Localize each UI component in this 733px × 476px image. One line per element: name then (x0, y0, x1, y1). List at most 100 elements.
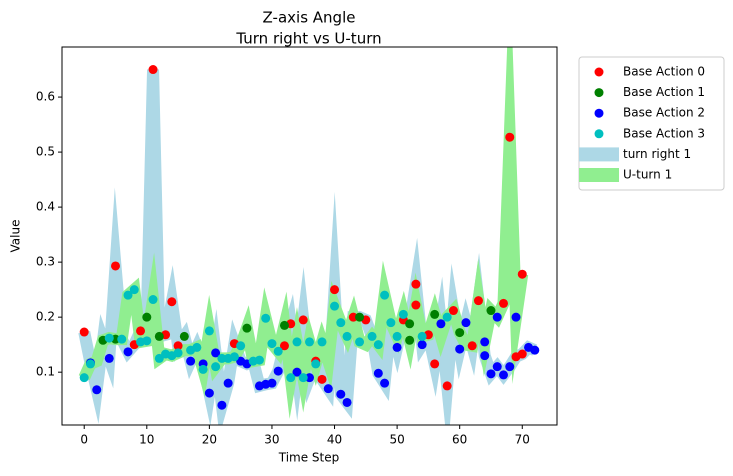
point (373, 340, 383, 350)
point (85, 359, 95, 369)
point (373, 368, 383, 378)
point (173, 348, 183, 358)
point (417, 331, 427, 341)
point (123, 347, 133, 357)
point (273, 366, 283, 376)
point (204, 326, 214, 336)
x-tick-label: 10 (139, 433, 154, 447)
legend-label: Base Action 2 (623, 106, 705, 120)
point (511, 312, 521, 322)
point (480, 337, 490, 347)
point (311, 359, 321, 369)
point (442, 381, 452, 391)
point (305, 337, 314, 347)
point (261, 313, 271, 323)
point (136, 326, 146, 336)
point (392, 342, 402, 352)
point (92, 385, 102, 395)
x-axis-label: Time Step (278, 451, 340, 465)
legend-marker (594, 67, 604, 77)
point (254, 355, 264, 365)
x-tick-label: 50 (389, 433, 404, 447)
y-axis-label: Value (9, 220, 23, 253)
point (79, 373, 89, 383)
point (486, 306, 496, 316)
point (461, 318, 471, 328)
legend-label: Base Action 1 (623, 85, 705, 99)
point (448, 306, 458, 316)
point (492, 312, 502, 322)
point (204, 388, 214, 398)
x-tick-label: 0 (80, 433, 88, 447)
point (223, 378, 233, 388)
point (104, 333, 114, 343)
point (367, 331, 377, 341)
point (142, 312, 152, 322)
point (267, 339, 277, 349)
point (123, 290, 133, 300)
x-tick-label: 70 (515, 433, 530, 447)
point (336, 318, 346, 328)
point (417, 340, 427, 350)
chart-subtitle: Turn right vs U-turn (235, 30, 381, 48)
y-tick-label: 0.2 (36, 310, 55, 324)
point (342, 331, 352, 341)
point (79, 327, 89, 337)
legend-marker (594, 88, 604, 98)
point (298, 315, 308, 325)
point (236, 341, 246, 351)
point (505, 362, 515, 372)
point (411, 279, 421, 289)
point (154, 331, 164, 341)
axes-frame (61, 46, 558, 426)
point (211, 348, 221, 358)
point (380, 378, 390, 388)
point (442, 312, 452, 322)
point (211, 362, 221, 372)
y-tick-label: 0.5 (36, 145, 55, 159)
point (111, 261, 121, 271)
point (342, 397, 352, 407)
point (386, 318, 396, 328)
point (292, 337, 302, 347)
point (317, 337, 327, 347)
point (148, 295, 158, 305)
point (405, 319, 415, 329)
point (430, 309, 440, 319)
point (467, 341, 477, 351)
point (317, 374, 327, 384)
point (186, 356, 196, 366)
legend-patch (579, 168, 619, 182)
point (392, 331, 402, 341)
point (323, 384, 333, 394)
point (355, 312, 365, 322)
point (173, 341, 183, 351)
x-tick-label: 60 (452, 433, 467, 447)
point (455, 328, 465, 338)
point (286, 373, 296, 383)
point (154, 353, 164, 363)
point (167, 297, 177, 307)
legend-label: Base Action 0 (623, 65, 705, 79)
point (305, 373, 314, 383)
point (117, 334, 127, 344)
point (498, 370, 508, 380)
point (480, 351, 490, 361)
point (348, 312, 358, 322)
point (330, 285, 340, 295)
legend-marker (594, 108, 604, 118)
y-tick-label: 0.4 (36, 200, 55, 214)
point (267, 378, 277, 388)
legend-marker (594, 129, 604, 139)
x-tick-label: 30 (264, 433, 279, 447)
y-tick-label: 0.1 (36, 365, 55, 379)
point (330, 301, 340, 311)
point (355, 337, 365, 347)
point (142, 336, 152, 346)
point (179, 331, 189, 341)
point (411, 300, 421, 310)
chart-title: Z-axis Angle (263, 9, 356, 27)
point (242, 323, 252, 333)
point (492, 362, 502, 372)
